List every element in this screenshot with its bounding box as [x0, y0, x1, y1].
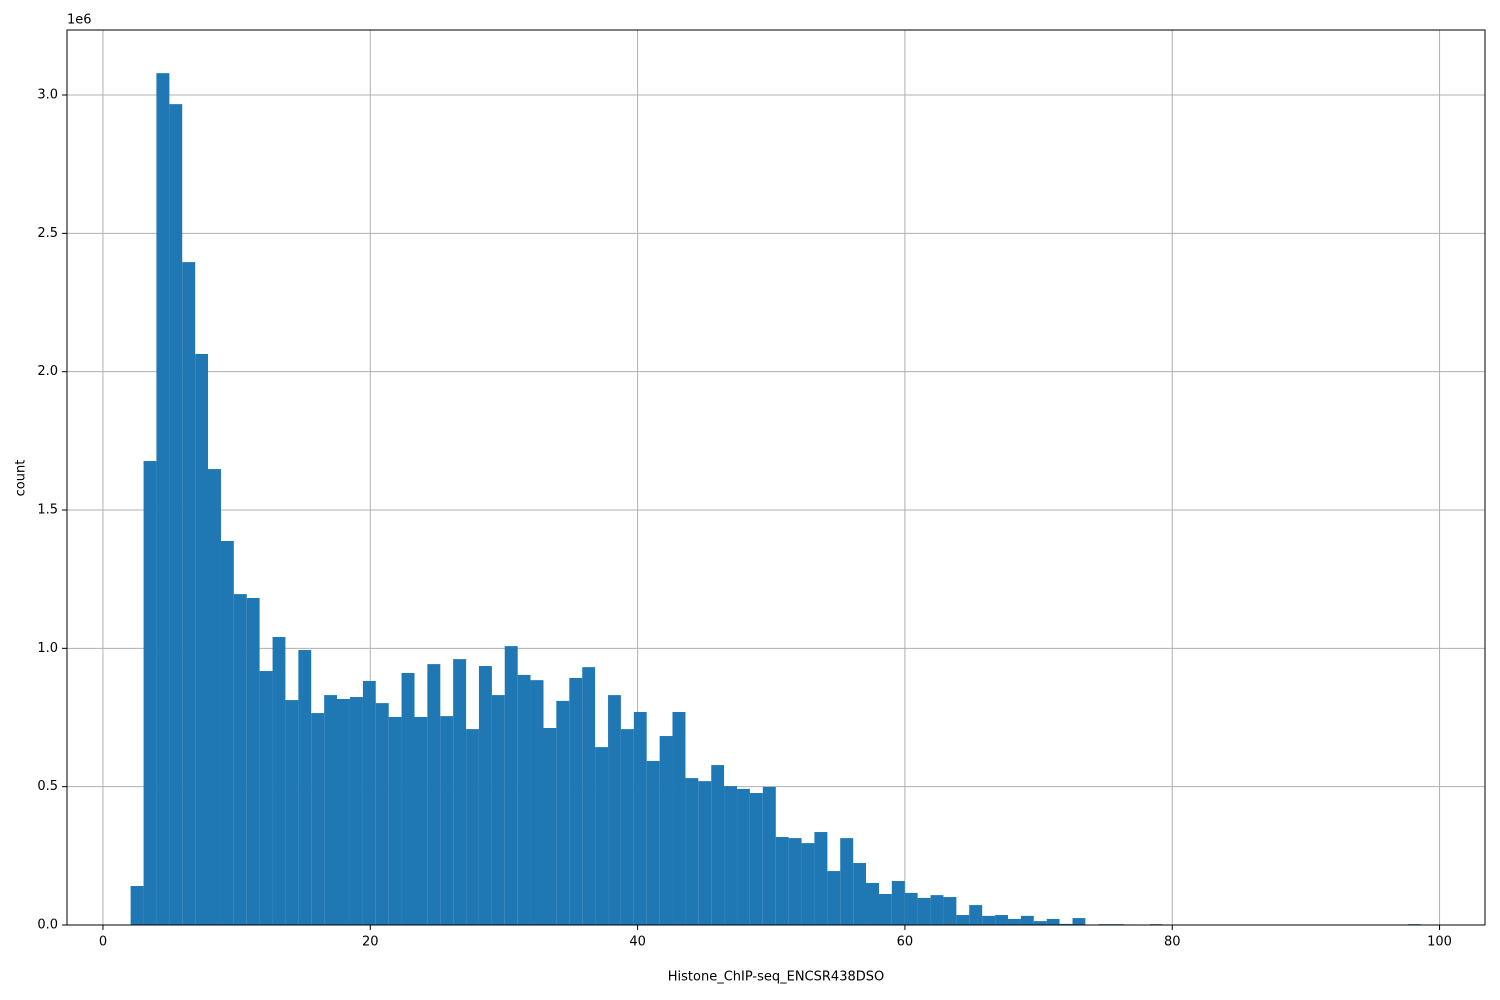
- bar: [220, 540, 234, 925]
- bar: [453, 659, 467, 925]
- bar: [633, 711, 647, 925]
- bar: [517, 674, 531, 925]
- y-tick-label: 1.0: [37, 641, 58, 656]
- bar: [917, 897, 931, 925]
- bar: [646, 760, 660, 925]
- bar: [336, 698, 350, 925]
- bar: [943, 897, 957, 925]
- bar: [569, 677, 583, 925]
- bar: [1020, 915, 1034, 925]
- bar: [233, 594, 247, 925]
- bar: [891, 881, 905, 925]
- bar: [659, 736, 673, 925]
- bar: [324, 695, 337, 925]
- bar: [995, 915, 1008, 925]
- bar: [956, 915, 970, 925]
- y-tick-label: 2.5: [37, 226, 58, 241]
- bar: [788, 838, 802, 925]
- bar: [672, 711, 686, 925]
- bar: [685, 778, 699, 925]
- bar: [543, 728, 557, 925]
- bar: [298, 649, 312, 925]
- bar: [930, 895, 944, 925]
- y-offset-label: 1e6: [67, 13, 92, 28]
- x-tick-label: 20: [362, 935, 379, 950]
- bar: [143, 461, 157, 925]
- bar: [1046, 918, 1060, 925]
- bar: [904, 892, 918, 925]
- bar: [853, 863, 867, 925]
- bar: [208, 469, 221, 925]
- bar: [775, 837, 789, 925]
- bar: [388, 716, 402, 925]
- x-tick-label: 100: [1427, 935, 1452, 950]
- bar: [195, 353, 209, 925]
- bar: [478, 666, 492, 925]
- bar: [1007, 918, 1021, 925]
- y-tick-label: 0.5: [37, 779, 58, 794]
- bar: [530, 680, 544, 925]
- bar: [427, 664, 441, 925]
- bar: [311, 713, 325, 925]
- bar: [969, 905, 983, 925]
- bar: [130, 885, 144, 925]
- x-tick-label: 40: [629, 935, 646, 950]
- bar: [401, 672, 415, 925]
- bar: [466, 729, 479, 925]
- y-tick-label: 3.0: [37, 88, 58, 103]
- bar: [169, 104, 183, 926]
- bar: [349, 697, 363, 925]
- plot-frame: [66, 29, 1486, 926]
- bar: [1072, 918, 1086, 925]
- bar: [375, 703, 389, 925]
- x-axis-label: Histone_ChIP-seq_ENCSR438DSO: [668, 970, 884, 985]
- bar: [491, 695, 505, 925]
- y-axis-label: count: [14, 460, 29, 497]
- bar: [698, 781, 712, 925]
- bar: [840, 838, 854, 925]
- bar: [362, 680, 376, 925]
- bar: [156, 73, 170, 926]
- y-tick-label: 0.0: [37, 918, 58, 933]
- bar: [582, 667, 596, 925]
- bar: [737, 788, 750, 925]
- bar: [724, 786, 738, 925]
- y-tick-label: 1.5: [37, 503, 58, 518]
- bar: [827, 871, 841, 925]
- bar: [504, 646, 518, 925]
- bar: [801, 843, 815, 925]
- bar: [878, 894, 892, 925]
- bar: [762, 786, 776, 925]
- bar: [182, 262, 196, 925]
- bar: [1059, 923, 1073, 925]
- bar: [285, 700, 299, 925]
- bar: [608, 695, 621, 925]
- bar: [440, 716, 454, 925]
- bar: [982, 915, 996, 925]
- x-tick-label: 60: [897, 935, 914, 950]
- bar: [1033, 921, 1047, 925]
- bar: [595, 747, 609, 925]
- bar: [272, 636, 286, 925]
- x-tick-label: 0: [99, 935, 107, 950]
- bar: [620, 729, 634, 925]
- bar: [246, 597, 260, 925]
- bar: [711, 765, 725, 925]
- bar: [866, 882, 879, 925]
- bar: [414, 716, 428, 925]
- x-tick-label: 80: [1164, 935, 1181, 950]
- bar: [556, 700, 570, 925]
- bar: [814, 832, 828, 925]
- bar: [259, 671, 273, 925]
- y-tick-label: 2.0: [37, 364, 58, 379]
- bar: [749, 793, 763, 925]
